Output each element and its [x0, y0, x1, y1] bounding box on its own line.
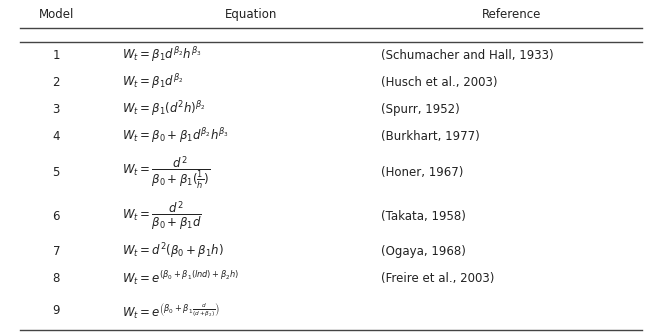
- Text: (Schumacher and Hall, 1933): (Schumacher and Hall, 1933): [381, 49, 553, 62]
- Text: (Husch et al., 2003): (Husch et al., 2003): [381, 76, 497, 89]
- Text: (Spurr, 1952): (Spurr, 1952): [381, 103, 459, 116]
- Text: $W_t = \beta_0 + \beta_1 d^{\beta_2} h^{\beta_3}$: $W_t = \beta_0 + \beta_1 d^{\beta_2} h^{…: [122, 127, 230, 146]
- Text: 2: 2: [52, 76, 60, 89]
- Text: $W_t = \beta_1 d^{\beta_2}$: $W_t = \beta_1 d^{\beta_2}$: [122, 73, 184, 92]
- Text: $W_t = \dfrac{d^2}{\beta_0 + \beta_1 d}$: $W_t = \dfrac{d^2}{\beta_0 + \beta_1 d}$: [122, 200, 202, 233]
- Text: Model: Model: [38, 8, 74, 22]
- Text: 4: 4: [52, 130, 60, 143]
- Text: 5: 5: [52, 166, 60, 179]
- Text: 6: 6: [52, 210, 60, 223]
- Text: 7: 7: [52, 245, 60, 258]
- Text: (Honer, 1967): (Honer, 1967): [381, 166, 463, 179]
- Text: $W_t = e^{\left(\beta_0 + \beta_1\frac{d}{(d+\beta_2)}\right)}$: $W_t = e^{\left(\beta_0 + \beta_1\frac{d…: [122, 301, 220, 321]
- Text: (Burkhart, 1977): (Burkhart, 1977): [381, 130, 479, 143]
- Text: $W_t = \dfrac{d^2}{\beta_0 + \beta_1(\frac{1}{h})}$: $W_t = \dfrac{d^2}{\beta_0 + \beta_1(\fr…: [122, 154, 211, 191]
- Text: (Freire et al., 2003): (Freire et al., 2003): [381, 272, 494, 285]
- Text: $W_t = e^{(\beta_0 + \beta_1(lnd)+\beta_2 h)}$: $W_t = e^{(\beta_0 + \beta_1(lnd)+\beta_…: [122, 269, 240, 287]
- Text: Equation: Equation: [225, 8, 278, 22]
- Text: Reference: Reference: [482, 8, 541, 22]
- Text: 1: 1: [52, 49, 60, 62]
- Text: 3: 3: [52, 103, 60, 116]
- Text: $W_t = d^2(\beta_0 + \beta_1 h)$: $W_t = d^2(\beta_0 + \beta_1 h)$: [122, 241, 224, 261]
- Text: (Ogaya, 1968): (Ogaya, 1968): [381, 245, 465, 258]
- Text: 8: 8: [52, 272, 60, 285]
- Text: $W_t = \beta_1 (d^2 h)^{\beta_2}$: $W_t = \beta_1 (d^2 h)^{\beta_2}$: [122, 100, 206, 119]
- Text: $W_t = \beta_1 d^{\beta_2} h^{\beta_3}$: $W_t = \beta_1 d^{\beta_2} h^{\beta_3}$: [122, 45, 202, 65]
- Text: 9: 9: [52, 304, 60, 317]
- Text: (Takata, 1958): (Takata, 1958): [381, 210, 465, 223]
